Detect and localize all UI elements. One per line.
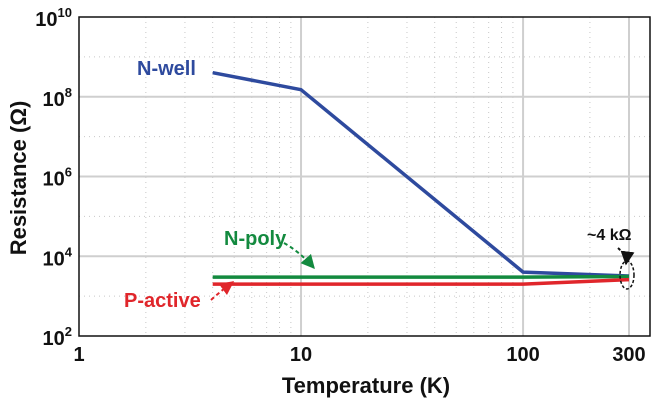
tick-labels: 1 10 100 300 102 104 106 108 1010 [35,5,645,366]
series-label-p-active: P-active [124,290,201,312]
p-active-pointer-arrow [210,281,235,301]
x-tick-label: 1 [73,344,84,366]
y-tick-label: 1010 [35,5,72,31]
series-line-n-poly [212,274,630,279]
y-tick-label: 102 [43,324,72,350]
x-tick-label: 10 [290,344,312,366]
x-tick-label: 100 [506,344,539,366]
y-tick-label: 106 [43,165,72,191]
series-line-n-well [212,70,630,278]
series-layer [212,70,630,286]
x-tick-label: 300 [612,344,645,366]
plot-frame [78,16,651,337]
series-line-p-active [212,277,630,286]
annotation-arrow [617,247,635,266]
series-label-n-well: N-well [137,58,196,80]
y-axis-title: Resistance (Ω) [6,101,31,256]
annotation-4kohm: ~4 kΩ [587,227,632,244]
y-tick-label: 104 [43,244,73,270]
series-label-n-poly: N-poly [224,228,287,250]
x-axis-title: Temperature (K) [282,373,450,398]
annotation-ellipse [619,260,635,290]
major-gridlines [79,17,650,336]
y-tick-label: 108 [43,85,72,111]
n-poly-pointer-arrow [283,242,315,270]
